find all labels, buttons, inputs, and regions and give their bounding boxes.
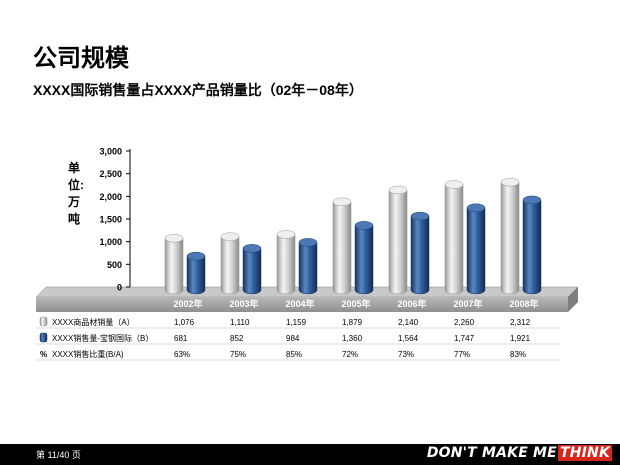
table-cell: 72% <box>342 350 358 359</box>
bar-series-a <box>332 201 352 295</box>
bar-cap-series-b <box>186 251 206 261</box>
table-marker-percent: % <box>40 350 47 359</box>
bar-series-a <box>388 189 408 295</box>
bar-cap-series-b <box>354 221 374 230</box>
x-category-label: 2007年 <box>453 298 482 309</box>
bar-series-b <box>186 255 206 295</box>
table-row-label: XXXX销售比重(B/A) <box>52 349 124 359</box>
table-cell: 77% <box>454 350 470 359</box>
legend-marker-series-b <box>39 332 48 343</box>
bar-cap-series-a <box>388 185 408 195</box>
bar-cap-series-a <box>500 177 520 187</box>
slogan-highlight: THINK <box>557 445 612 461</box>
table-cell: 681 <box>174 334 188 343</box>
table-cell: 984 <box>286 334 300 343</box>
table-cell: 85% <box>286 350 302 359</box>
x-category-label: 2002年 <box>173 298 202 309</box>
chart-floor-side <box>568 287 578 312</box>
y-tick-label: 2,500 <box>99 169 122 179</box>
bar-series-a <box>276 234 296 295</box>
unit-label: 单位:万吨 <box>68 161 84 226</box>
bar-cap-series-b <box>242 244 262 253</box>
bar-cap-series-b <box>522 195 542 205</box>
bar-cap-series-a <box>220 232 240 241</box>
bar-cap-series-a <box>164 233 184 243</box>
table-cell: 1,921 <box>510 334 531 343</box>
table-cell: 1,110 <box>230 318 250 327</box>
table-cell: 73% <box>398 350 414 359</box>
bar-chart: 0 500 1,000 1,500 2,000 2,500 3,000 2002年 2003年 2… <box>35 147 579 361</box>
table-cell: 2,140 <box>398 318 419 327</box>
table-cell: 1,159 <box>286 318 307 327</box>
table-cell: 75% <box>230 350 246 359</box>
bar-series-a <box>164 237 184 295</box>
bar-series-b <box>522 199 542 295</box>
x-category-label: 2003年 <box>229 298 258 309</box>
x-category-label: 2008年 <box>509 298 538 309</box>
table-row-label: XXXX商品材销量（A） <box>52 317 135 327</box>
table-row-label: XXXX销售量-宝钢国际（B） <box>52 333 153 343</box>
footer-bar: 第 11/40 页 DON'T MAKE ME THINK <box>0 444 620 465</box>
table-cell: 1,360 <box>342 334 363 343</box>
y-tick-label: 2,000 <box>99 192 122 202</box>
page-subtitle: XXXX国际销售量占XXXX产品销量比（02年－08年） <box>33 82 363 98</box>
bar-series-a <box>220 236 240 295</box>
y-tick-label: 1,000 <box>99 237 122 247</box>
y-tick-label: 0 <box>117 283 122 293</box>
page-indicator: 第 11/40 页 <box>36 450 81 460</box>
table-cell: 83% <box>510 350 526 359</box>
table-cell: 852 <box>230 334 244 343</box>
table-cell: 63% <box>174 350 190 359</box>
bar-cap-series-a <box>332 197 352 207</box>
x-category-label: 2006年 <box>397 298 426 309</box>
table-cell: 1,564 <box>398 334 419 343</box>
bar-series-b <box>298 242 318 295</box>
bar-cap-series-a <box>444 180 464 189</box>
y-tick-label: 500 <box>107 260 122 270</box>
table-cell: 1,879 <box>342 318 363 327</box>
bar-series-a <box>500 181 520 295</box>
x-category-label: 2005年 <box>341 298 370 309</box>
legend-marker-series-a <box>39 316 48 327</box>
bar-series-b <box>354 225 374 295</box>
bar-cap-series-b <box>466 203 486 213</box>
y-tick-label: 1,500 <box>99 215 122 225</box>
bar-series-b <box>242 248 262 295</box>
table-cell: 2,312 <box>510 318 531 327</box>
chart-floor-front <box>36 297 568 312</box>
bar-series-a <box>444 184 464 295</box>
bar-cap-series-b <box>298 238 318 247</box>
y-tick-label: 3,000 <box>99 147 122 157</box>
table-cell: 2,260 <box>454 318 475 327</box>
x-category-label: 2004年 <box>285 298 314 309</box>
bar-cap-series-a <box>276 230 296 239</box>
slogan-logo: DON'T MAKE ME THINK <box>427 445 612 465</box>
table-cell: 1,076 <box>174 318 195 327</box>
table-cell: 1,747 <box>454 334 475 343</box>
bar-cap-series-b <box>410 211 430 221</box>
page-title: 公司规模 <box>33 45 129 72</box>
slogan-main: DON'T MAKE ME <box>426 445 557 461</box>
bar-series-b <box>410 215 430 295</box>
bar-series-b <box>466 207 486 295</box>
